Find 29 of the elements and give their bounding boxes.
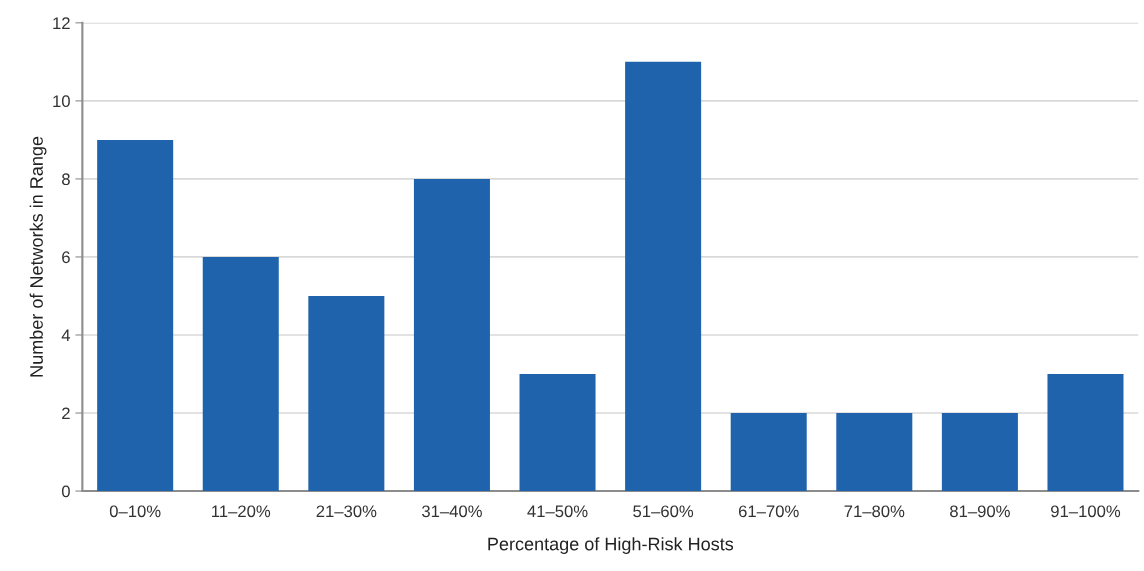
bar (519, 374, 596, 492)
x-tick-label: 81–90% (950, 505, 1010, 518)
x-tick-label: 11–20% (212, 505, 271, 518)
x-tick-label: 21–30% (316, 505, 377, 518)
x-tick-label: 51–60% (633, 505, 694, 518)
bar (308, 295, 385, 492)
bar (941, 413, 1018, 492)
y-tick-label: 4 (61, 329, 71, 342)
y-tick-label: 2 (62, 407, 70, 420)
bar (1047, 374, 1124, 492)
y-tick-label: 0 (61, 485, 70, 498)
x-tick-label: 0–10% (109, 505, 161, 518)
x-tick-label: 41–50% (527, 505, 588, 518)
bar (97, 139, 174, 492)
bar (202, 256, 279, 492)
bar (730, 413, 807, 492)
x-tick-label: 91–100% (1051, 505, 1121, 518)
y-axis-title: Number of Networks in Range (29, 136, 47, 377)
y-tick-label: 12 (53, 17, 70, 29)
bar (625, 61, 702, 492)
x-axis-title: Percentage of High-Risk Hosts (488, 537, 734, 554)
x-tick-label: 71–80% (844, 505, 905, 518)
bar (836, 413, 913, 492)
y-tick-label: 8 (62, 173, 70, 186)
y-tick-label: 6 (62, 251, 70, 264)
x-tick-label: 61–70% (738, 505, 799, 518)
x-tick-label: 31–40% (421, 505, 482, 518)
bar (413, 178, 490, 492)
y-tick-label: 10 (53, 95, 70, 108)
